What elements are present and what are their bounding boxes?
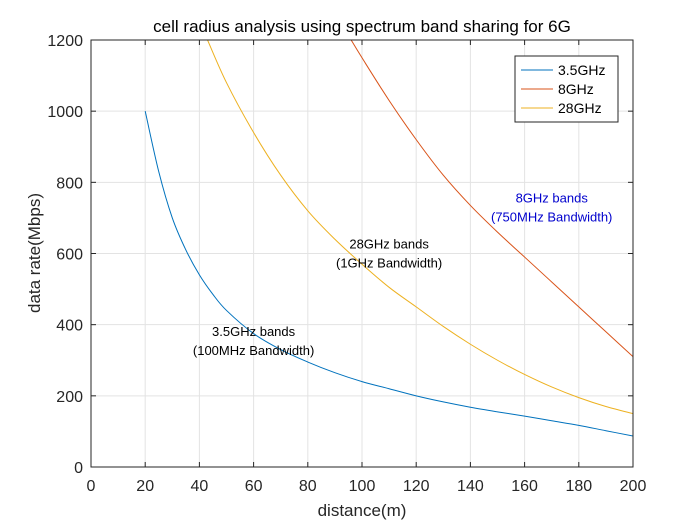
y-tick-label: 200 [56, 389, 83, 406]
y-axis-label: data rate(Mbps) [25, 193, 44, 313]
x-tick-label: 160 [511, 478, 538, 495]
annotations: 3.5GHz bands (100MHz Bandwidth) 28GHz band… [193, 190, 612, 357]
x-tick-label: 100 [349, 478, 376, 495]
annotation-text: 3.5GHz bands [212, 324, 296, 339]
y-tick-label: 1000 [47, 104, 83, 121]
annotation-text: (1GHz Bandwidth) [336, 256, 442, 271]
x-tick-label: 120 [403, 478, 430, 495]
x-axis-label: distance(m) [318, 501, 407, 520]
annotation-text: (750MHz Bandwidth) [491, 209, 612, 224]
y-tick-label: 0 [74, 460, 83, 477]
annotation-text: 8GHz bands [516, 190, 589, 205]
legend-label: 3.5GHz [558, 62, 605, 78]
annotation-text: (100MHz Bandwidth) [193, 343, 314, 358]
series-line-3-5ghz [144, 111, 633, 437]
series-line-28ghz [207, 40, 633, 415]
chart-title: cell radius analysis using spectrum band… [153, 17, 571, 36]
series-layer [144, 40, 633, 437]
legend: 3.5GHz 8GHz 28GHz [514, 55, 619, 123]
x-tick-label: 40 [191, 478, 209, 495]
tick-labels: 0 20 40 60 80 100 120 140 160 180 200 0 200 400 600 800… [47, 33, 646, 495]
axes-box [90, 39, 634, 468]
x-tick-label: 20 [136, 478, 154, 495]
x-tick-label: 60 [245, 478, 263, 495]
legend-label: 8GHz [558, 81, 594, 97]
legend-label: 28GHz [558, 100, 602, 116]
x-tick-label: 80 [299, 478, 317, 495]
y-tick-label: 1200 [47, 33, 83, 50]
y-tick-label: 800 [56, 175, 83, 192]
x-tick-label: 140 [457, 478, 484, 495]
y-tick-label: 600 [56, 247, 83, 264]
axes [90, 39, 634, 468]
x-tick-label: 0 [87, 478, 96, 495]
x-tick-label: 200 [620, 478, 647, 495]
x-tick-label: 180 [565, 478, 592, 495]
series-line-8ghz [350, 40, 633, 358]
y-tick-label: 400 [56, 318, 83, 335]
annotation-text: 28GHz bands [349, 237, 429, 252]
